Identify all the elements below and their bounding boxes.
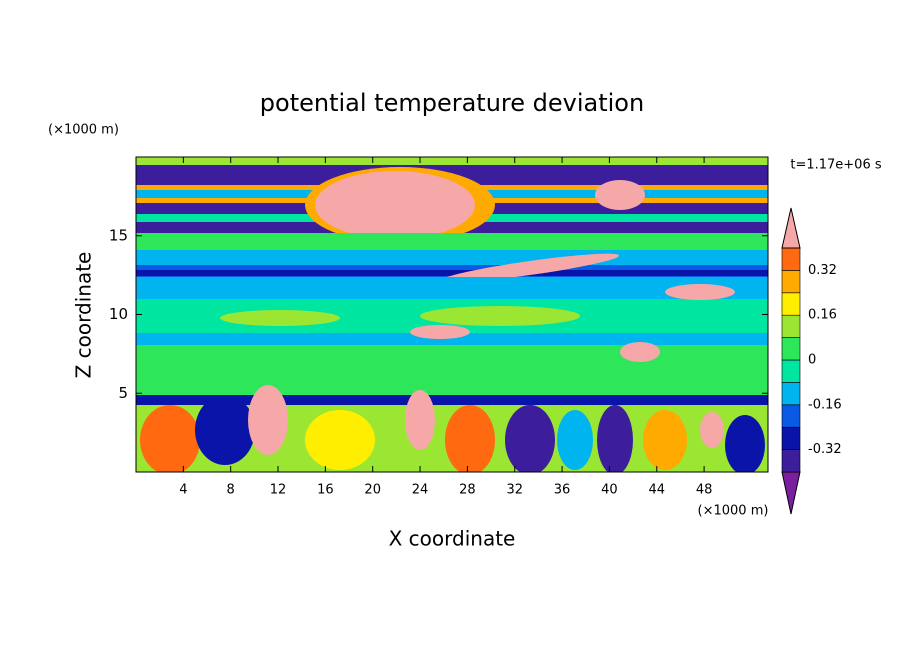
y-axis-label: Z coordinate: [72, 252, 96, 379]
x-tick-label: 44: [648, 483, 665, 498]
colorbar-tick-label: -0.32: [808, 442, 842, 457]
contour-field: [136, 157, 768, 472]
colorbar-tick-label: 0: [808, 353, 816, 368]
time-label: t=1.17e+06 s: [790, 158, 882, 173]
x-tick-label: 12: [270, 483, 287, 498]
colorbar-box: [781, 270, 801, 294]
x-unit-label: (×1000 m): [698, 504, 769, 519]
colorbar-high: [781, 207, 801, 249]
x-tick-label: 40: [601, 483, 618, 498]
x-tick-label: 16: [317, 483, 334, 498]
x-axis-label: X coordinate: [389, 527, 516, 551]
colorbar-box: [781, 247, 801, 271]
x-tick-label: 4: [179, 483, 187, 498]
y-tick-label: 15: [109, 226, 128, 244]
x-tick-label: 32: [506, 483, 523, 498]
colorbar-box: [781, 426, 801, 450]
colorbar-box: [781, 382, 801, 406]
colorbar-tick-label: 0.16: [808, 308, 837, 323]
colorbar-tick-label: -0.16: [808, 397, 842, 412]
colorbar-box: [781, 337, 801, 361]
colorbar-low: [781, 471, 801, 515]
x-tick-label: 20: [364, 483, 381, 498]
chart-title: potential temperature deviation: [260, 89, 644, 117]
y-tick-label: 5: [118, 384, 128, 402]
x-tick-label: 8: [227, 483, 235, 498]
colorbar-box: [781, 359, 801, 383]
x-tick-label: 24: [412, 483, 429, 498]
x-tick-label: 48: [696, 483, 713, 498]
y-unit-label: (×1000 m): [48, 123, 119, 138]
y-tick-label: 10: [109, 305, 128, 323]
x-tick-label: 28: [459, 483, 476, 498]
colorbar-box: [781, 404, 801, 428]
colorbar-box: [781, 292, 801, 316]
colorbar-box: [781, 449, 801, 473]
colorbar-tick-label: 0.32: [808, 263, 837, 278]
x-tick-label: 36: [554, 483, 571, 498]
colorbar-box: [781, 314, 801, 338]
